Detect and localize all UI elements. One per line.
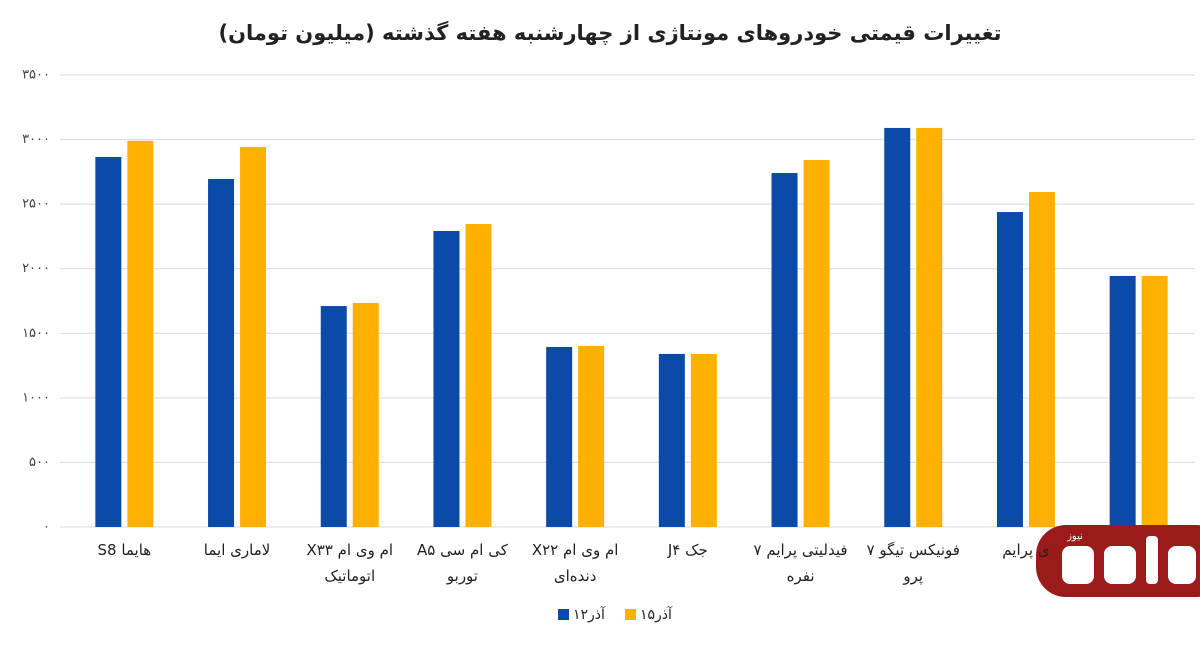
bar <box>996 212 1023 527</box>
y-tick-label: ۱۵۰۰ <box>22 326 50 341</box>
bar <box>127 140 154 527</box>
logo-shape <box>1168 546 1196 584</box>
x-tick-label: ام وی ام X۳۳ اتوماتیک <box>306 541 394 585</box>
bar <box>546 346 573 527</box>
x-tick-label: لاماری ایما <box>203 541 271 559</box>
bar <box>1028 192 1055 528</box>
x-tick-label: هایما S8 <box>97 541 152 559</box>
y-tick-label: ۵۰۰ <box>29 455 50 470</box>
bar <box>578 345 605 527</box>
y-tick-label: ۱۰۰۰ <box>22 390 50 405</box>
bar <box>916 127 943 527</box>
legend-label: ۱۲آذر <box>573 606 606 623</box>
y-tick-label: ۰ <box>43 520 50 535</box>
bar <box>320 306 347 527</box>
chart-title: تغییرات قیمتی خودروهای مونتاژی از چهارشن… <box>219 20 1002 45</box>
bar <box>771 173 798 528</box>
x-tick-label: ام وی ام X۲۲ دنده‌ای <box>531 541 619 585</box>
bar <box>465 224 492 527</box>
bar <box>690 353 717 527</box>
y-tick-label: ۲۵۰۰ <box>22 197 50 212</box>
bar <box>240 146 267 528</box>
y-tick-label: ۲۰۰۰ <box>22 261 50 276</box>
logo-text: نیوز <box>1066 531 1083 542</box>
legend-swatch <box>558 609 569 620</box>
x-tick-label: جک J۴ <box>667 541 708 559</box>
bar <box>433 231 460 527</box>
logo-shape <box>1146 536 1158 584</box>
x-tick-label: کی ام سی A۵ توربو <box>417 541 508 585</box>
y-tick-label: ۳۰۰۰ <box>22 132 50 147</box>
bar <box>884 127 911 527</box>
logo: نیوز <box>1036 525 1200 597</box>
bar <box>1141 275 1168 527</box>
legend-label: ۱۵آذر <box>640 606 673 623</box>
bar <box>1109 275 1136 527</box>
logo-shape <box>1104 546 1136 584</box>
bar <box>658 353 685 527</box>
x-tick-label: ی پرایم <box>1002 541 1050 559</box>
bar <box>208 178 235 527</box>
x-tick-label: فونیکس تیگو ۷ پرو <box>866 541 960 585</box>
x-tick-label: فیدلیتی پرایم ۷ نفره <box>753 541 848 585</box>
bar <box>95 157 122 527</box>
y-tick-label: ۳۵۰۰ <box>22 68 50 83</box>
bar <box>803 159 830 527</box>
legend-swatch <box>625 609 636 620</box>
bar <box>352 302 379 527</box>
logo-shape <box>1062 546 1094 584</box>
